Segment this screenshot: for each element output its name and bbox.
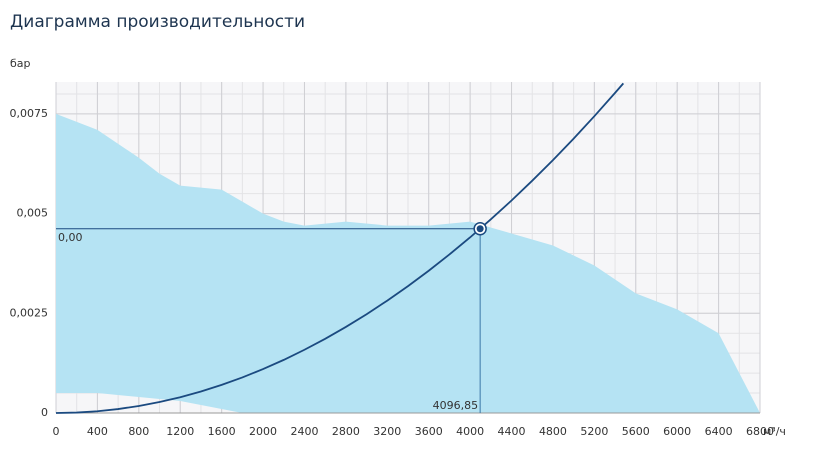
y-axis-label: бар: [10, 57, 31, 70]
x-tick-label: 3600: [415, 425, 443, 438]
x-tick-label: 0: [53, 425, 60, 438]
x-tick-label: 1600: [208, 425, 236, 438]
x-tick-label: 1200: [166, 425, 194, 438]
x-tick-label: 5200: [580, 425, 608, 438]
x-tick-label: 6800: [746, 425, 774, 438]
operating-point-core: [476, 225, 484, 233]
x-value-label: 4096,85: [433, 399, 479, 412]
y-value-label: 0,00: [58, 231, 83, 244]
y-tick-label: 0,005: [17, 207, 49, 220]
x-tick-label: 5600: [622, 425, 650, 438]
x-tick-label: 3200: [373, 425, 401, 438]
x-tick-label: 2000: [249, 425, 277, 438]
chart-title: Диаграмма производительности: [10, 12, 305, 32]
y-tick-label: 0: [41, 406, 48, 419]
operating-area: [56, 113, 760, 413]
y-tick-label: 0,0025: [10, 306, 49, 319]
y-tick-label: 0,0075: [10, 107, 49, 120]
x-tick-label: 800: [128, 425, 149, 438]
system-curve: [55, 82, 625, 414]
x-tick-label: 4400: [498, 425, 526, 438]
x-axis-label: м³/ч: [763, 425, 786, 438]
x-tick-label: 400: [87, 425, 108, 438]
x-tick-label: 2800: [332, 425, 360, 438]
x-tick-label: 4800: [539, 425, 567, 438]
x-tick-label: 4000: [456, 425, 484, 438]
x-tick-label: 6400: [705, 425, 733, 438]
x-tick-label: 6000: [663, 425, 691, 438]
x-tick-label: 2400: [290, 425, 318, 438]
